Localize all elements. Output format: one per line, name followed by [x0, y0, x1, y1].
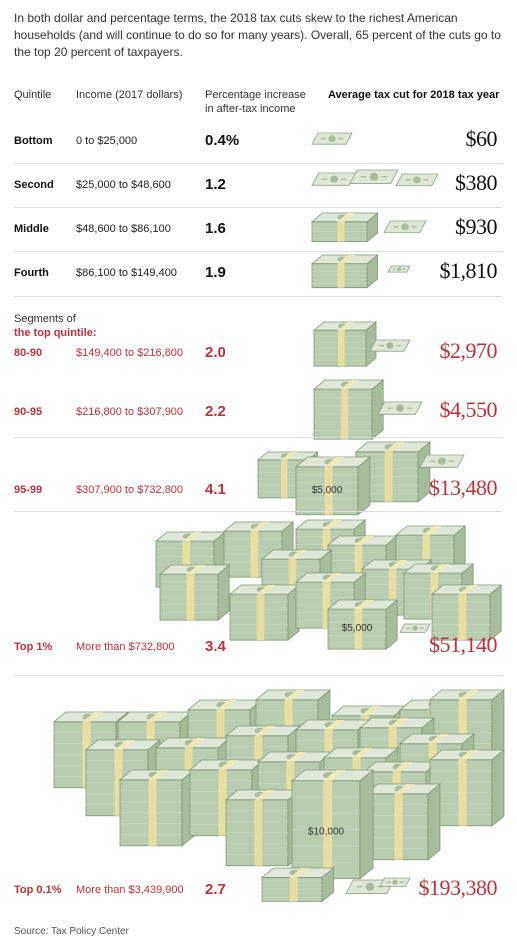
money-stack [310, 212, 379, 243]
income-range: More than $3,439,900 [76, 884, 184, 896]
loose-bill [419, 454, 465, 468]
header-pct-line1: Percentage increase [205, 89, 306, 101]
pct-increase: 2.2 [205, 403, 226, 420]
loose-bill [349, 169, 399, 184]
loose-bill [395, 173, 439, 187]
income-range: 0 to $25,000 [76, 135, 138, 147]
quintile-label: Fourth [14, 267, 49, 279]
row-divider [14, 207, 502, 208]
quintile-label: Middle [14, 223, 49, 235]
header-income: Income (2017 dollars) [76, 89, 183, 101]
average-tax-cut: $2,970 [439, 338, 498, 363]
pct-increase: 2.7 [205, 881, 226, 898]
row-divider [14, 296, 502, 297]
money-stack [430, 584, 503, 641]
average-tax-cut: $930 [455, 214, 498, 239]
pct-increase: 0.4% [205, 132, 240, 149]
quintile-label: Bottom [14, 135, 53, 147]
quintile-label: Second [14, 179, 54, 191]
quintile-label: 80-90 [14, 347, 43, 359]
income-range: $25,000 to $48,600 [76, 179, 171, 191]
stack-value-label: $5,000 [312, 485, 343, 496]
pct-increase: 3.4 [205, 638, 226, 655]
row-divider [14, 511, 502, 512]
loose-bill [311, 132, 353, 145]
stack-value-label: $5,000 [342, 623, 373, 634]
intro-text: In both dollar and percentage terms, the… [14, 11, 501, 59]
row-divider [14, 163, 502, 164]
header-pct-line2: in after-tax income [205, 103, 296, 115]
row-divider [14, 675, 502, 676]
source-note: Source: Tax Policy Center [14, 926, 129, 937]
segments-label-line2: the top quintile: [14, 327, 97, 339]
loose-bill [399, 623, 431, 633]
money-stack [364, 783, 442, 861]
loose-bill [387, 265, 411, 273]
loose-bill [369, 339, 411, 352]
row-divider [14, 251, 502, 252]
segments-label: Segments of the top quintile: [14, 312, 96, 340]
loose-bill [311, 172, 357, 186]
segments-label-line1: Segments of [14, 313, 76, 325]
money-stack [310, 254, 379, 289]
income-range: $307,900 to $732,800 [76, 484, 184, 496]
pct-increase: 1.2 [205, 176, 226, 193]
header-tax-cut: Average tax cut for 2018 tax year [328, 89, 500, 101]
money-stack [428, 749, 506, 827]
header-quintile: Quintile [14, 89, 52, 101]
money-stack [260, 867, 335, 903]
pct-increase: 1.9 [205, 264, 226, 281]
stack-value-label: $10,000 [308, 827, 345, 838]
income-range: More than $732,800 [76, 641, 175, 653]
income-range: $216,800 to $307,900 [76, 406, 184, 418]
money-stack: $5,000 [326, 599, 399, 650]
quintile-label: 90-95 [14, 406, 43, 418]
pct-increase: 4.1 [205, 481, 226, 498]
loose-bill [377, 401, 423, 415]
money-stack [118, 769, 196, 847]
average-tax-cut: $193,380 [418, 875, 498, 900]
loose-bill [379, 877, 411, 887]
average-tax-cut: $380 [455, 170, 498, 195]
average-tax-cut: $51,140 [429, 632, 498, 657]
income-range: $86,100 to $149,400 [76, 267, 177, 279]
money-stack [158, 564, 231, 621]
money-stack: $5,000 [294, 456, 372, 516]
average-tax-cut: $60 [465, 126, 498, 151]
average-tax-cut: $4,550 [439, 397, 498, 422]
pct-increase: 1.6 [205, 220, 226, 237]
quintile-label: Top 0.1% [14, 884, 62, 896]
loose-bill [383, 220, 427, 234]
average-tax-cut: $13,480 [429, 475, 498, 500]
row-divider [14, 437, 502, 438]
pct-increase: 2.0 [205, 344, 226, 361]
quintile-label: Top 1% [14, 641, 53, 653]
money-stack [228, 584, 301, 641]
income-range: $149,400 to $216,800 [76, 347, 184, 359]
income-range: $48,600 to $86,100 [76, 223, 171, 235]
quintile-label: 95-99 [14, 484, 43, 496]
money-stack: $10,000 [290, 769, 375, 880]
average-tax-cut: $1,810 [439, 258, 498, 283]
money-stack [312, 321, 378, 368]
money-stack [224, 789, 302, 867]
money-stack [312, 379, 385, 440]
